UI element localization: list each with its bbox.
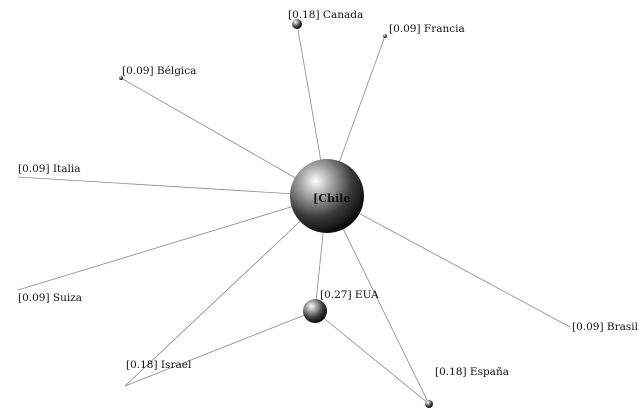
node-label-eua: [0.27] EUA [320, 289, 379, 301]
node-label-canada: [0.18] Canada [288, 9, 363, 21]
node-label-italia: [0.09] Italia [18, 163, 81, 175]
edge-eua-israel [124, 310, 316, 387]
node-label-belgica: [0.09] Bélgica [122, 65, 196, 77]
edge-eua-espana [314, 310, 430, 405]
node-eua [303, 299, 327, 323]
node-label-suiza: [0.09] Suiza [18, 292, 82, 304]
edges [17, 23, 571, 405]
node-label-brasil: [0.09] Brasil [572, 321, 639, 333]
node-chile [290, 159, 364, 233]
edge-chile-espana [326, 195, 430, 405]
edge-chile-belgica [120, 77, 328, 197]
node-label-israel: [0.18] Israel [126, 359, 192, 371]
node-label-espana: [0.18] España [435, 366, 509, 378]
node-belgica [119, 76, 123, 80]
node-espana [425, 400, 433, 408]
edge-chile-suiza [17, 195, 328, 291]
edge-chile-italia [17, 176, 328, 197]
node-label-chile: [Chile [313, 192, 350, 205]
node-francia [383, 34, 387, 38]
nodes [119, 19, 433, 408]
labels: [Chile [0.18] Canada [0.09] Francia [0.09] … [18, 9, 639, 378]
node-label-francia: [0.09] Francia [389, 23, 465, 35]
edge-chile-israel [124, 195, 328, 387]
node-canada [292, 19, 302, 29]
edge-chile-brasil [326, 195, 571, 328]
